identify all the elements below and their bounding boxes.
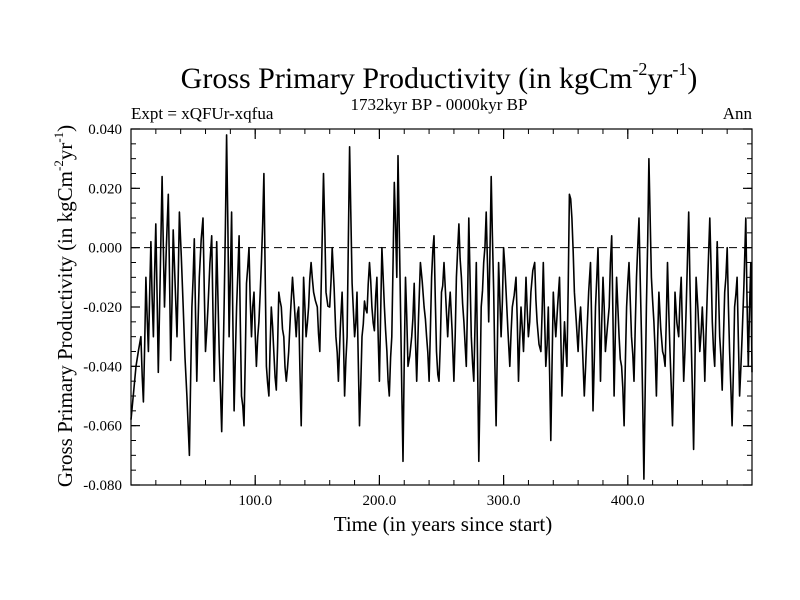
x-tick-label: 300.0	[487, 493, 521, 509]
chart-title: Gross Primary Productivity (in kgCm-2yr-…	[181, 59, 698, 95]
chart-title-mid: yr	[647, 62, 672, 95]
y-label-mid: yr	[53, 143, 77, 161]
subtitle-expt: Expt = xQFUr-xqfua	[131, 104, 274, 123]
chart-title-sup2: -1	[672, 59, 687, 79]
y-tick-label: 0.000	[88, 241, 122, 257]
y-tick-label: -0.060	[83, 419, 122, 435]
x-tick-label: 100.0	[238, 493, 272, 509]
y-label-sup2: -1	[51, 132, 66, 143]
subtitle-period: 1732kyr BP - 0000kyr BP	[351, 95, 528, 114]
y-tick-label: 0.040	[88, 122, 122, 138]
chart-title-sup1: -2	[632, 59, 647, 79]
chart-title-end: )	[687, 62, 697, 95]
y-tick-label: 0.020	[88, 181, 122, 197]
y-tick-label: -0.040	[83, 359, 122, 375]
y-label-sup1: -2	[51, 160, 66, 171]
x-tick-label: 200.0	[363, 493, 397, 509]
y-label-end: )	[53, 125, 77, 132]
x-tick-label: 400.0	[611, 493, 645, 509]
y-axis-label: Gross Primary Productivity (in kgCm-2yr-…	[51, 125, 77, 487]
x-axis-label: Time (in years since start)	[334, 512, 553, 536]
y-tick-label: -0.020	[83, 300, 122, 316]
y-tick-label: -0.080	[83, 478, 122, 494]
chart-title-main: Gross Primary Productivity (in kgCm	[181, 62, 633, 95]
series-line-gpp	[130, 134, 753, 480]
subtitle-season: Ann	[723, 104, 753, 123]
y-label-main: Gross Primary Productivity (in kgCm	[53, 171, 77, 487]
plot-frame	[130, 128, 753, 486]
